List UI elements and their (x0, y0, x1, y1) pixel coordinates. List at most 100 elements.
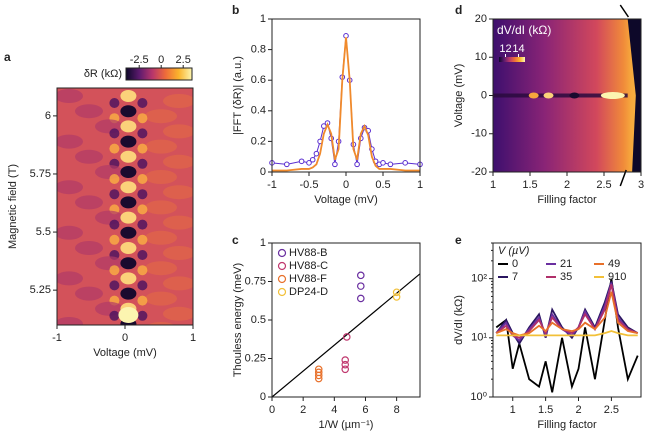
data-point (387, 161, 394, 168)
heatmap-feature (120, 287, 137, 300)
heatmap-feature (145, 139, 177, 154)
y-tick-label: -10 (471, 128, 487, 140)
heatmap-feature (120, 257, 137, 270)
panel (57, 88, 193, 336)
heatmap-feature (120, 196, 137, 209)
heatmap-feature (163, 124, 193, 139)
colorbar-tick-label: -2.5 (130, 54, 149, 66)
data-point (356, 294, 365, 303)
heatmap-feature (109, 128, 120, 139)
legend-label: 35 (560, 271, 572, 283)
heatmap-feature (57, 89, 83, 103)
heatmap-feature (57, 317, 83, 325)
heatmap-feature (120, 120, 137, 133)
data-point (298, 158, 305, 165)
x-axis-label: 1/W (µm⁻¹) (319, 419, 374, 431)
heatmap-feature (163, 306, 193, 321)
legend-label: 910 (608, 271, 626, 283)
heatmap-feature (137, 326, 147, 336)
heatmap-feature (137, 250, 148, 260)
heatmap-feature (120, 226, 137, 239)
panel-label: b (232, 3, 239, 17)
x-axis-label: Voltage (mV) (314, 194, 378, 206)
data-point (392, 293, 401, 301)
y-tick-label: 5.5 (36, 226, 51, 238)
x-tick-label: 1.5 (522, 179, 537, 191)
data-point (306, 160, 312, 166)
heatmap-feature (137, 280, 148, 291)
panel (269, 33, 423, 172)
heatmap-feature (120, 242, 137, 254)
heatmap-feature (120, 272, 137, 285)
data-point (313, 150, 320, 157)
legend-label: HV88-B (289, 247, 328, 259)
colorbar-label: dV/dI (kΩ) (497, 23, 551, 37)
heatmap-feature (137, 234, 148, 245)
heatmap-feature (163, 154, 193, 169)
data-point (380, 160, 386, 166)
legend-label: HV88-F (289, 273, 327, 285)
data-point (341, 356, 350, 364)
heatmap-feature (109, 98, 120, 108)
heatmap-feature (137, 265, 148, 276)
x-tick-label: 8 (394, 404, 400, 416)
heatmap-feature (109, 234, 120, 245)
x-tick-label: 1 (510, 404, 516, 416)
y-tick-label: 0 (260, 166, 266, 178)
x-tick-label: 0 (122, 332, 128, 344)
x-tick-label: 2 (575, 404, 581, 416)
heatmap-feature (109, 326, 119, 336)
panel (495, 278, 639, 393)
heatmap-feature (137, 310, 148, 321)
y-tick-label: 10¹ (471, 332, 487, 344)
x-axis-label: Filling factor (537, 419, 597, 431)
arrow (619, 4, 630, 18)
y-axis-label: |FFT (δR)| (a.u.) (232, 56, 244, 135)
data-point (314, 368, 323, 377)
heatmap-feature (120, 105, 137, 118)
x-axis-label: Filling factor (537, 194, 597, 206)
heatmap-feature (543, 92, 554, 99)
heatmap-feature (57, 134, 83, 149)
x-tick-label: 1 (417, 179, 423, 191)
y-tick-label: 0 (260, 391, 266, 403)
heatmap-feature (137, 189, 148, 200)
heatmap-feature (120, 90, 137, 102)
legend-label: 7 (512, 271, 518, 283)
data-point (332, 161, 338, 168)
heatmap-feature (163, 185, 193, 200)
heatmap-feature (137, 204, 148, 215)
y-tick-label: 5.75 (30, 168, 51, 180)
heatmap-feature (163, 246, 193, 260)
panel (271, 271, 421, 398)
x-axis-label: Voltage (mV) (93, 347, 157, 359)
heatmap-feature (137, 295, 148, 306)
heatmap-feature (120, 150, 137, 163)
heatmap-feature (145, 291, 177, 306)
y-tick-label: 6 (45, 110, 51, 122)
heatmap-feature (493, 93, 628, 98)
data-point (356, 271, 365, 280)
data-point (284, 161, 290, 168)
panel-label: c (232, 233, 239, 247)
legend-label: 0 (512, 258, 518, 270)
legend-title: V (µV) (498, 245, 530, 257)
y-tick-label: 10² (471, 273, 487, 285)
legend-marker (277, 248, 287, 258)
x-tick-label: 0.5 (375, 179, 390, 191)
panel-label: a (4, 50, 11, 64)
heatmap-feature (109, 265, 120, 276)
y-axis-label: Voltage (mV) (453, 64, 465, 128)
heatmap-feature (147, 322, 175, 325)
heatmap-feature (137, 98, 148, 108)
heatmap-feature (137, 158, 148, 169)
heatmap-feature (137, 128, 148, 139)
heatmap-feature (109, 189, 120, 200)
legend-marker (277, 287, 287, 297)
heatmap-feature (145, 170, 177, 184)
heatmap-feature (145, 261, 177, 276)
x-tick-label: -1 (267, 179, 277, 191)
data-point (309, 156, 316, 163)
colorbar (499, 57, 525, 62)
